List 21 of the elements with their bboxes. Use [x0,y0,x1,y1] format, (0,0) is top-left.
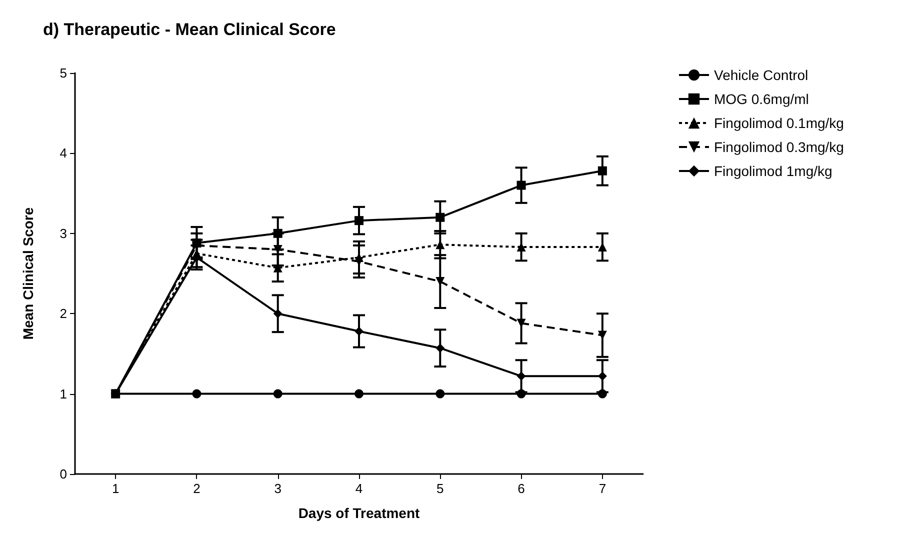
x-axis-title: Days of Treatment [298,505,420,521]
x-tick-label: 2 [193,481,200,496]
y-tick-label: 4 [60,146,67,161]
legend-label: Fingolimod 0.1mg/kg [714,115,844,131]
y-tick-label: 2 [60,306,67,322]
x-tick-label: 6 [518,481,525,496]
x-tick-label: 3 [274,481,282,496]
y-tick-label: 0 [60,466,67,482]
x-tick-label: 1 [112,481,120,496]
x-tick-label: 7 [598,481,606,496]
chart-title: d) Therapeutic - Mean Clinical Score [43,20,336,39]
legend-label: Fingolimod 0.3mg/kg [714,139,844,155]
legend-label: Fingolimod 1mg/kg [714,163,832,179]
x-tick-label: 4 [355,481,363,496]
y-tick-label: 1 [60,386,67,402]
legend-label: MOG 0.6mg/ml [714,91,809,107]
x-tick-label: 5 [436,481,444,496]
y-axis-title: Mean Clinical Score [20,207,36,340]
y-tick-label: 5 [60,66,67,80]
y-tick-label: 3 [60,226,67,241]
legend-label: Vehicle Control [714,67,808,83]
